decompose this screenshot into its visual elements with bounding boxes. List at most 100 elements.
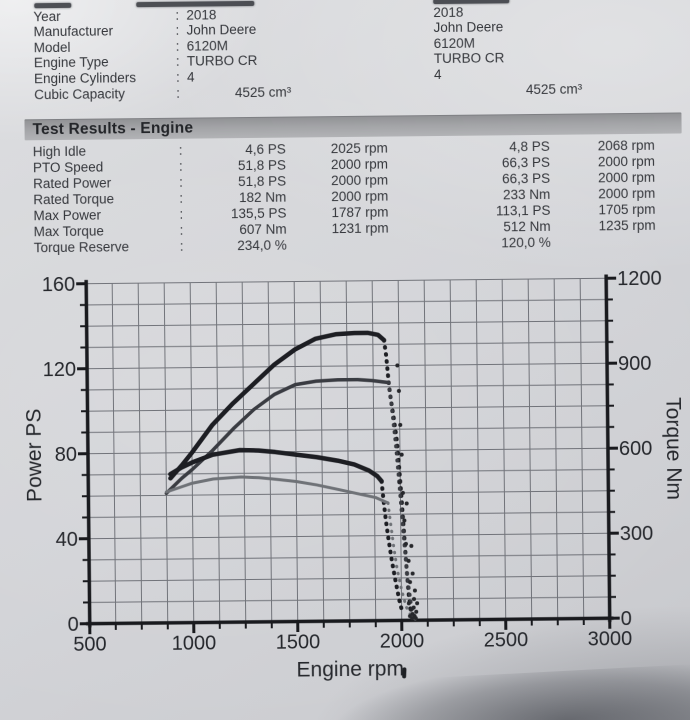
colon: : [179, 174, 183, 190]
rpm-right: 1705 rpm [598, 201, 656, 218]
info-value: 4525 cm³ [234, 84, 292, 101]
rpm-left: 2000 rpm [330, 172, 389, 189]
y-left-tick-label: 0 [68, 614, 79, 636]
value-right: 120,0 % [501, 234, 551, 251]
value-left: 51,8 PS [237, 157, 287, 174]
row-label: PTO Speed [32, 159, 104, 176]
info-label: Model [33, 39, 71, 56]
rpm-right: 2000 rpm [597, 153, 656, 170]
value-right: 4,8 PS [509, 138, 550, 155]
info-value-2: 2018 [433, 4, 464, 21]
colon: : [175, 53, 180, 69]
y-right-axis-title: Torque Nm [661, 397, 685, 500]
y-left-tick-label: 120 [43, 359, 77, 381]
y-right-tick-label: 0 [621, 608, 632, 630]
info-value-2: TURBO CR [433, 50, 505, 67]
colon: : [179, 222, 184, 238]
x-tick-label: 500 [73, 634, 107, 656]
row-label: Torque Reserve [33, 239, 130, 256]
chart-tick-labels: 0 40 80 120 160 0 300 600 900 1200 500 1000 1500 2000… [42, 268, 662, 656]
y-left-tick-label: 160 [42, 274, 76, 296]
rpm-right: 2000 rpm [598, 185, 656, 202]
colon: : [175, 38, 180, 54]
colon: : [179, 190, 184, 206]
value-right: 233 Nm [502, 186, 551, 203]
value-right: 512 Nm [503, 218, 551, 235]
y-left-axis-title: Power PS [22, 408, 46, 502]
rpm-left: 2025 rpm [330, 140, 388, 157]
x-tick-label: 1000 [172, 632, 217, 654]
colon: : [175, 69, 180, 85]
value-left: 607 Nm [239, 221, 287, 238]
row-label: Max Torque [33, 223, 105, 240]
chart-grid [85, 277, 611, 625]
colon: : [175, 7, 180, 23]
row-label: Rated Power [33, 175, 112, 192]
rpm-right: 2000 rpm [597, 169, 656, 186]
x-tick-label: 1500 [276, 631, 321, 653]
y-left-tick-label: 40 [56, 529, 78, 551]
info-label: Manufacturer [33, 23, 114, 40]
info-value: John Deere [186, 21, 257, 38]
info-label: Year [33, 8, 61, 25]
value-left: 182 Nm [238, 189, 287, 206]
info-value: 2018 [186, 7, 217, 23]
y-right-tick-label: 1200 [617, 268, 662, 290]
dyno-chart: 0 40 80 120 160 0 300 600 900 1200 500 1000 1500 2000… [22, 268, 685, 682]
colon: : [179, 206, 184, 222]
value-left: 4,6 PS [245, 141, 286, 158]
chart-scatter-points [395, 363, 420, 621]
value-right: 66,3 PS [501, 170, 551, 187]
y-left-tick-label: 80 [55, 444, 77, 466]
value-right: 66,3 PS [501, 154, 551, 171]
curve-power-tuned [168, 330, 387, 481]
y-right-tick-label: 600 [619, 438, 653, 460]
info-label: Engine Type [33, 54, 109, 71]
rpm-left: 1231 rpm [331, 220, 389, 237]
curve-power-original [164, 377, 391, 496]
info-value-2: 4 [433, 66, 442, 83]
value-left: 135,5 PS [230, 205, 287, 222]
value-left: 234,0 % [237, 237, 287, 254]
x-tick-label: 2000 [380, 630, 425, 652]
x-tick-label: 3000 [588, 628, 633, 650]
rpm-right: 1235 rpm [598, 217, 656, 234]
info-value-2: John Deere [433, 19, 504, 36]
rpm-left: 1787 rpm [331, 204, 389, 221]
colon: : [179, 238, 184, 254]
curve-torque-original [164, 475, 390, 505]
x-axis-title: Engine rpm [296, 657, 404, 681]
rpm-right [564, 234, 656, 235]
curve-torque-tuned [168, 447, 384, 484]
info-value: 4 [186, 69, 195, 85]
rpm-right: 2068 rpm [597, 137, 655, 154]
y-right-tick-label: 300 [620, 523, 654, 545]
chart-axes [76, 274, 620, 635]
rpm-left: 2000 rpm [330, 156, 389, 173]
chart-axis-titles: Power PS Torque Nm Engine rpm [22, 397, 685, 681]
cutoff-text-fragment [34, 2, 72, 9]
info-value: 6120M [186, 38, 229, 54]
info-value-2: 4525 cm³ [525, 81, 583, 98]
info-label: Engine Cylinders [33, 70, 137, 87]
info-label: Cubic Capacity [34, 86, 126, 103]
test-results-header-bar: Test Results - Engine [24, 112, 682, 141]
y-right-tick-label: 900 [618, 353, 652, 375]
colon: : [178, 158, 183, 174]
rpm-left: 2000 rpm [331, 188, 389, 205]
x-tick-label: 2500 [484, 629, 529, 651]
row-label: High Idle [32, 143, 87, 160]
stray-ink-mark [402, 667, 407, 679]
vehicle-info-section: Year : 2018 2018 Manufacturer : John Dee… [0, 0, 686, 102]
rpm-left [299, 237, 389, 238]
info-value-2: 6120M [433, 35, 476, 52]
value-left: 51,8 PS [238, 173, 287, 190]
colon: : [176, 85, 181, 101]
row-label: Rated Torque [33, 191, 115, 208]
info-value: TURBO CR [186, 52, 258, 69]
row-label: Max Power [33, 207, 102, 224]
curve-power-original-drop [386, 380, 416, 618]
section-title: Test Results - Engine [32, 119, 194, 139]
